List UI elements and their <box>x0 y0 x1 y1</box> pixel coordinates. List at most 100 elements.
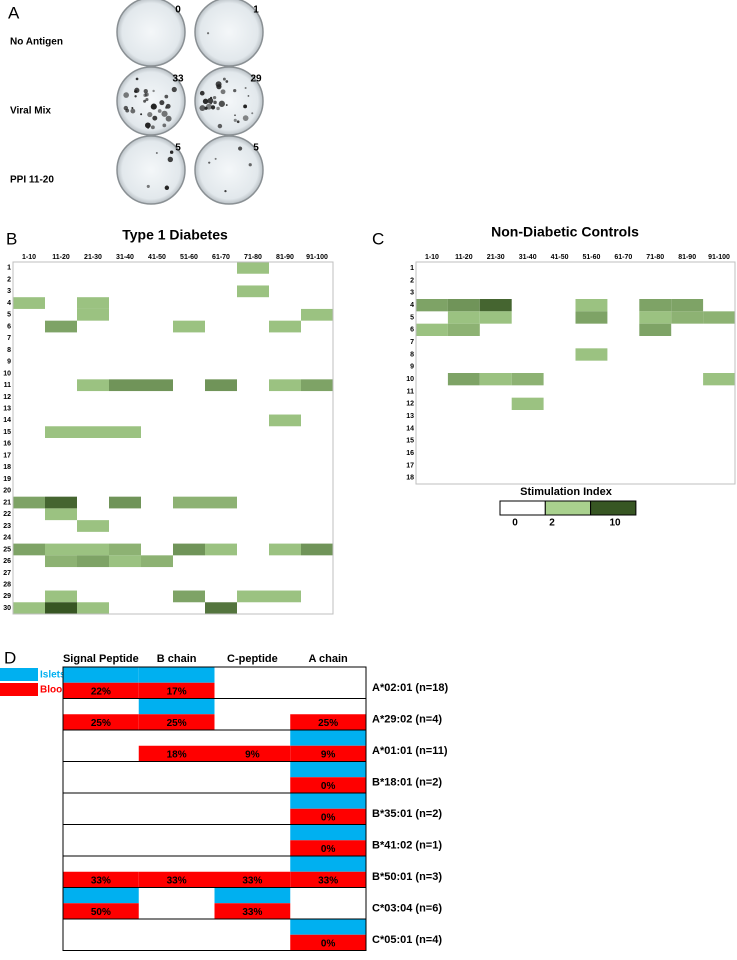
islets-bar <box>63 667 139 683</box>
allele-label: C*03:04 (n=6) <box>372 902 442 914</box>
blood-bar <box>290 871 366 888</box>
row-label: Viral Mix <box>10 106 51 117</box>
row-label: 10 <box>3 370 11 377</box>
blood-value: 0% <box>321 938 336 949</box>
blood-value: 33% <box>167 875 187 886</box>
column-label: 31-40 <box>519 254 537 261</box>
row-label: PPI 11-20 <box>10 175 54 186</box>
spot <box>244 86 247 89</box>
row-label: 17 <box>3 452 11 459</box>
heat-cell <box>447 373 480 386</box>
column-label: 81-90 <box>276 254 294 261</box>
spot-count: 5 <box>253 143 259 154</box>
heat-cell <box>45 602 77 614</box>
heat-cell <box>575 299 608 312</box>
islets-bar <box>290 919 366 935</box>
spot <box>202 98 209 105</box>
heat-cell <box>77 543 109 556</box>
spot <box>233 118 237 122</box>
chart-title: Type 1 Diabetes <box>122 227 228 243</box>
allele-label: A*02:01 (n=18) <box>372 682 448 694</box>
spot <box>214 157 217 160</box>
spot <box>233 89 237 93</box>
column-header: A chain <box>308 653 348 665</box>
legend-label: Islets <box>40 670 66 681</box>
heat-cell <box>671 299 704 312</box>
spot <box>134 95 137 98</box>
chart-title: Non-Diabetic Controls <box>491 224 639 240</box>
column-label: 81-90 <box>678 254 696 261</box>
spot <box>216 84 222 90</box>
heat-cell <box>511 397 544 410</box>
islets-bar <box>290 793 366 809</box>
heat-cell <box>447 299 480 312</box>
blood-value: 0% <box>321 812 336 823</box>
row-label: 9 <box>410 364 414 371</box>
row-label: 21 <box>3 499 11 506</box>
heat-cell <box>173 543 205 556</box>
spot <box>236 120 240 124</box>
heat-cell <box>639 311 672 324</box>
row-label: 29 <box>3 593 11 600</box>
blood-bar <box>214 871 291 888</box>
row-label: 19 <box>3 476 11 483</box>
spot <box>159 100 165 106</box>
allele-label: B*18:01 (n=2) <box>372 776 442 788</box>
panel-label: D <box>4 648 16 667</box>
heat-cell <box>703 311 735 324</box>
heat-cell <box>45 590 77 603</box>
spot <box>165 115 172 122</box>
spot <box>199 90 205 96</box>
column-label: 21-30 <box>84 254 102 261</box>
blood-value: 0% <box>321 844 336 855</box>
column-label: 41-50 <box>551 254 569 261</box>
heat-cell <box>77 520 109 532</box>
allele-label: C*05:01 (n=4) <box>372 934 442 946</box>
blood-bar <box>214 745 291 762</box>
spot <box>243 104 248 109</box>
blood-bar <box>138 682 215 699</box>
row-label: 2 <box>7 276 11 283</box>
heat-cell <box>13 602 45 614</box>
spot <box>162 123 167 128</box>
blood-bar <box>63 682 139 699</box>
heat-cell <box>173 590 205 603</box>
spot <box>224 190 227 193</box>
heat-cell <box>575 348 608 361</box>
heat-cell <box>45 426 77 438</box>
row-label: 16 <box>3 441 11 448</box>
row-label: 20 <box>3 488 11 495</box>
heat-cell <box>77 379 109 392</box>
heat-cell <box>479 299 512 312</box>
row-label: 11 <box>407 388 415 395</box>
row-label: 5 <box>410 314 414 321</box>
row-label: 14 <box>406 425 414 432</box>
column-header: Signal Peptide <box>63 653 139 665</box>
spot <box>157 109 162 113</box>
spot-count: 1 <box>253 5 259 16</box>
well <box>194 135 264 205</box>
blood-value: 22% <box>91 686 111 697</box>
allele-label: B*50:01 (n=3) <box>372 871 442 883</box>
row-label: 23 <box>3 523 11 530</box>
column-label: 71-80 <box>646 254 664 261</box>
heat-cell <box>447 323 480 336</box>
row-label: 18 <box>406 475 414 482</box>
spot <box>130 108 136 114</box>
row-label: 6 <box>7 323 11 330</box>
blood-bar <box>63 714 139 730</box>
heat-cell <box>205 543 237 556</box>
blood-value: 17% <box>167 686 187 697</box>
well <box>116 0 186 67</box>
row-label: 1 <box>7 265 11 272</box>
row-label: 8 <box>410 351 414 358</box>
heat-cell <box>447 311 480 324</box>
spot <box>146 184 150 188</box>
colorbar-box <box>499 500 546 516</box>
row-label: 3 <box>7 288 11 295</box>
row-label: 10 <box>406 376 414 383</box>
spot <box>143 99 147 103</box>
islets-bar <box>138 698 215 715</box>
heat-cell <box>269 543 301 556</box>
islets-bar <box>63 887 139 904</box>
